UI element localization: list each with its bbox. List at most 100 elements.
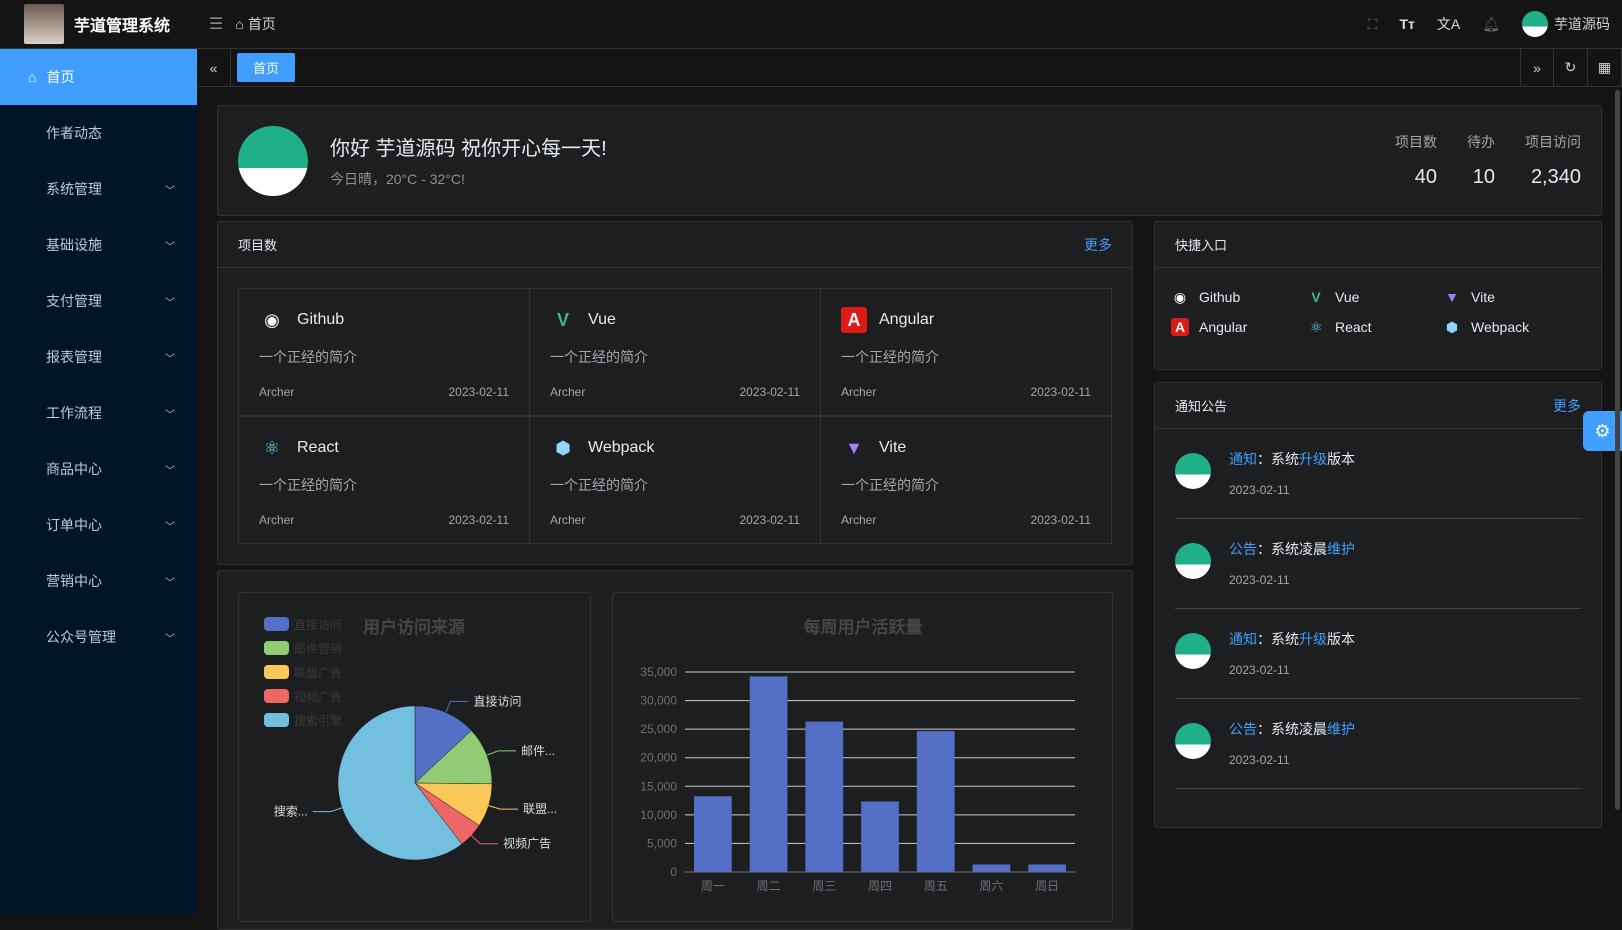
- project-card[interactable]: ⬢ Webpack 一个正经的简介 Archer 2023-02-11: [529, 416, 821, 544]
- webpack-icon: ⬢: [555, 437, 571, 458]
- sidebar-item-label: 首页: [46, 69, 75, 85]
- pie-label: 直接访问: [474, 693, 522, 708]
- quick-link[interactable]: A Angular: [1171, 318, 1307, 336]
- sidebar-item[interactable]: 营销中心 ﹀: [0, 553, 197, 609]
- menu-toggle-icon[interactable]: ☰: [209, 16, 224, 33]
- legend-label: 直接访问: [294, 617, 342, 632]
- scroll-left-button[interactable]: «: [197, 48, 231, 87]
- github-icon: ◉: [264, 309, 280, 330]
- project-card[interactable]: A Angular 一个正经的简介 Archer 2023-02-11: [820, 288, 1112, 416]
- sidebar-item[interactable]: 订单中心 ﹀: [0, 497, 197, 553]
- notice-type: 通知: [1229, 631, 1257, 647]
- quick-link[interactable]: ◉ Github: [1171, 288, 1307, 306]
- pie-label-line: [470, 835, 499, 845]
- project-card[interactable]: ▼ Vite 一个正经的简介 Archer 2023-02-11: [820, 416, 1112, 544]
- sidebar-item[interactable]: 基础设施 ﹀: [0, 217, 197, 273]
- quick-link-label: React: [1335, 319, 1372, 335]
- translate-icon[interactable]: 文A: [1436, 16, 1461, 32]
- project-desc: 一个正经的简介: [259, 477, 357, 493]
- user-menu[interactable]: 芋道源码: [1522, 11, 1610, 37]
- sidebar-item-label: 商品中心: [46, 461, 102, 477]
- notices-more-link[interactable]: 更多: [1553, 397, 1581, 414]
- stat-label: 项目数: [1395, 134, 1437, 150]
- bell-icon[interactable]: 🔔︎: [1482, 15, 1500, 32]
- logo[interactable]: 芋道管理系统: [0, 4, 197, 44]
- notice-type: 公告: [1229, 721, 1257, 737]
- notice-item[interactable]: 公告：系统凌晨维护 2023-02-11: [1175, 519, 1581, 609]
- legend-label: 联盟广告: [294, 666, 342, 680]
- scrollbar[interactable]: [1615, 90, 1620, 810]
- sidebar-item-label: 公众号管理: [46, 629, 116, 645]
- font-size-icon[interactable]: Tт: [1399, 16, 1415, 32]
- quick-link-label: Github: [1199, 289, 1241, 305]
- pie-label-line: [312, 807, 343, 813]
- x-tick-label: 周五: [924, 879, 948, 893]
- project-date: 2023-02-11: [1030, 385, 1092, 399]
- sidebar-item[interactable]: 报表管理 ﹀: [0, 329, 197, 385]
- sidebar-item[interactable]: 作者动态: [0, 105, 197, 161]
- notice-item[interactable]: 通知：系统升级版本 2023-02-11: [1175, 609, 1581, 699]
- vite-icon: ▼: [845, 437, 863, 458]
- sidebar-item[interactable]: 工作流程 ﹀: [0, 385, 197, 441]
- vue-icon: V: [556, 309, 569, 330]
- sidebar-item-label: 系统管理: [46, 181, 102, 197]
- quick-link[interactable]: ⚛ React: [1307, 318, 1443, 336]
- scroll-right-button[interactable]: »: [1520, 48, 1554, 87]
- chevron-down-icon: ﹀: [165, 577, 175, 589]
- project-card[interactable]: V Vue 一个正经的简介 Archer 2023-02-11: [529, 288, 821, 416]
- notice-highlight: 维护: [1327, 721, 1355, 737]
- avatar: [1175, 453, 1211, 489]
- y-tick-label: 10,000: [640, 808, 677, 822]
- project-card[interactable]: ◉ Github 一个正经的简介 Archer 2023-02-11: [238, 288, 530, 416]
- pie-label-line: [488, 805, 519, 810]
- sidebar-item[interactable]: 支付管理 ﹀: [0, 273, 197, 329]
- project-date: 2023-02-11: [739, 513, 801, 527]
- project-author: Archer: [841, 385, 877, 399]
- vue-icon: V: [1311, 289, 1321, 305]
- y-tick-label: 15,000: [640, 779, 677, 793]
- sidebar-item[interactable]: 系统管理 ﹀: [0, 161, 197, 217]
- angular-icon: A: [841, 307, 867, 333]
- notices-title: 通知公告: [1175, 399, 1228, 414]
- notice-sep: ：: [1257, 721, 1271, 737]
- home-icon: ⌂: [235, 16, 244, 32]
- angular-icon: A: [1171, 318, 1189, 336]
- sidebar-item[interactable]: 公众号管理 ﹀: [0, 609, 197, 665]
- y-tick-label: 35,000: [640, 665, 677, 679]
- notice-highlight: 升级: [1299, 451, 1327, 467]
- y-tick-label: 20,000: [640, 751, 677, 765]
- project-desc: 一个正经的简介: [550, 349, 648, 365]
- refresh-button[interactable]: ↻: [1554, 48, 1588, 87]
- sidebar-item-label: 基础设施: [46, 237, 102, 253]
- notice-item[interactable]: 通知：系统升级版本 2023-02-11: [1175, 429, 1581, 519]
- fullscreen-icon[interactable]: ⛶: [1367, 15, 1378, 32]
- app-title: 芋道管理系统: [74, 18, 171, 35]
- react-icon: ⚛: [263, 437, 281, 458]
- sidebar-item[interactable]: 商品中心 ﹀: [0, 441, 197, 497]
- grid-menu-button[interactable]: ▦: [1588, 48, 1622, 87]
- quick-link-label: Vite: [1471, 289, 1495, 305]
- notice-item[interactable]: 公告：系统凌晨维护 2023-02-11: [1175, 699, 1581, 789]
- tab-home[interactable]: 首页: [237, 53, 296, 82]
- y-tick-label: 5,000: [647, 836, 677, 850]
- breadcrumb[interactable]: ⌂ 首页: [235, 14, 275, 34]
- x-tick-label: 周日: [1035, 879, 1059, 893]
- quick-link[interactable]: ▼ Vite: [1443, 288, 1579, 306]
- quick-link[interactable]: V Vue: [1307, 288, 1443, 306]
- webpack-icon: ⬢: [1445, 318, 1459, 335]
- quick-link[interactable]: ⬢ Webpack: [1443, 318, 1579, 336]
- pie-label-line: [445, 700, 469, 713]
- notice-text: 版本: [1327, 631, 1355, 647]
- project-name: Webpack: [588, 439, 655, 456]
- sidebar-item[interactable]: ⌂ 首页: [0, 49, 197, 105]
- pie-label: 邮件...: [521, 744, 555, 758]
- y-tick-label: 30,000: [640, 694, 677, 708]
- projects-more-link[interactable]: 更多: [1084, 236, 1112, 253]
- project-desc: 一个正经的简介: [259, 349, 357, 365]
- legend-label: 搜索引擎: [294, 713, 342, 728]
- stat: 项目数 40: [1395, 132, 1437, 189]
- chevron-down-icon: ﹀: [165, 353, 175, 365]
- pie-label: 搜索...: [274, 804, 308, 819]
- project-author: Archer: [841, 513, 877, 527]
- project-card[interactable]: ⚛ React 一个正经的简介 Archer 2023-02-11: [238, 416, 530, 544]
